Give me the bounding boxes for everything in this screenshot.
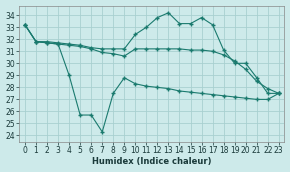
X-axis label: Humidex (Indice chaleur): Humidex (Indice chaleur) <box>92 157 212 166</box>
